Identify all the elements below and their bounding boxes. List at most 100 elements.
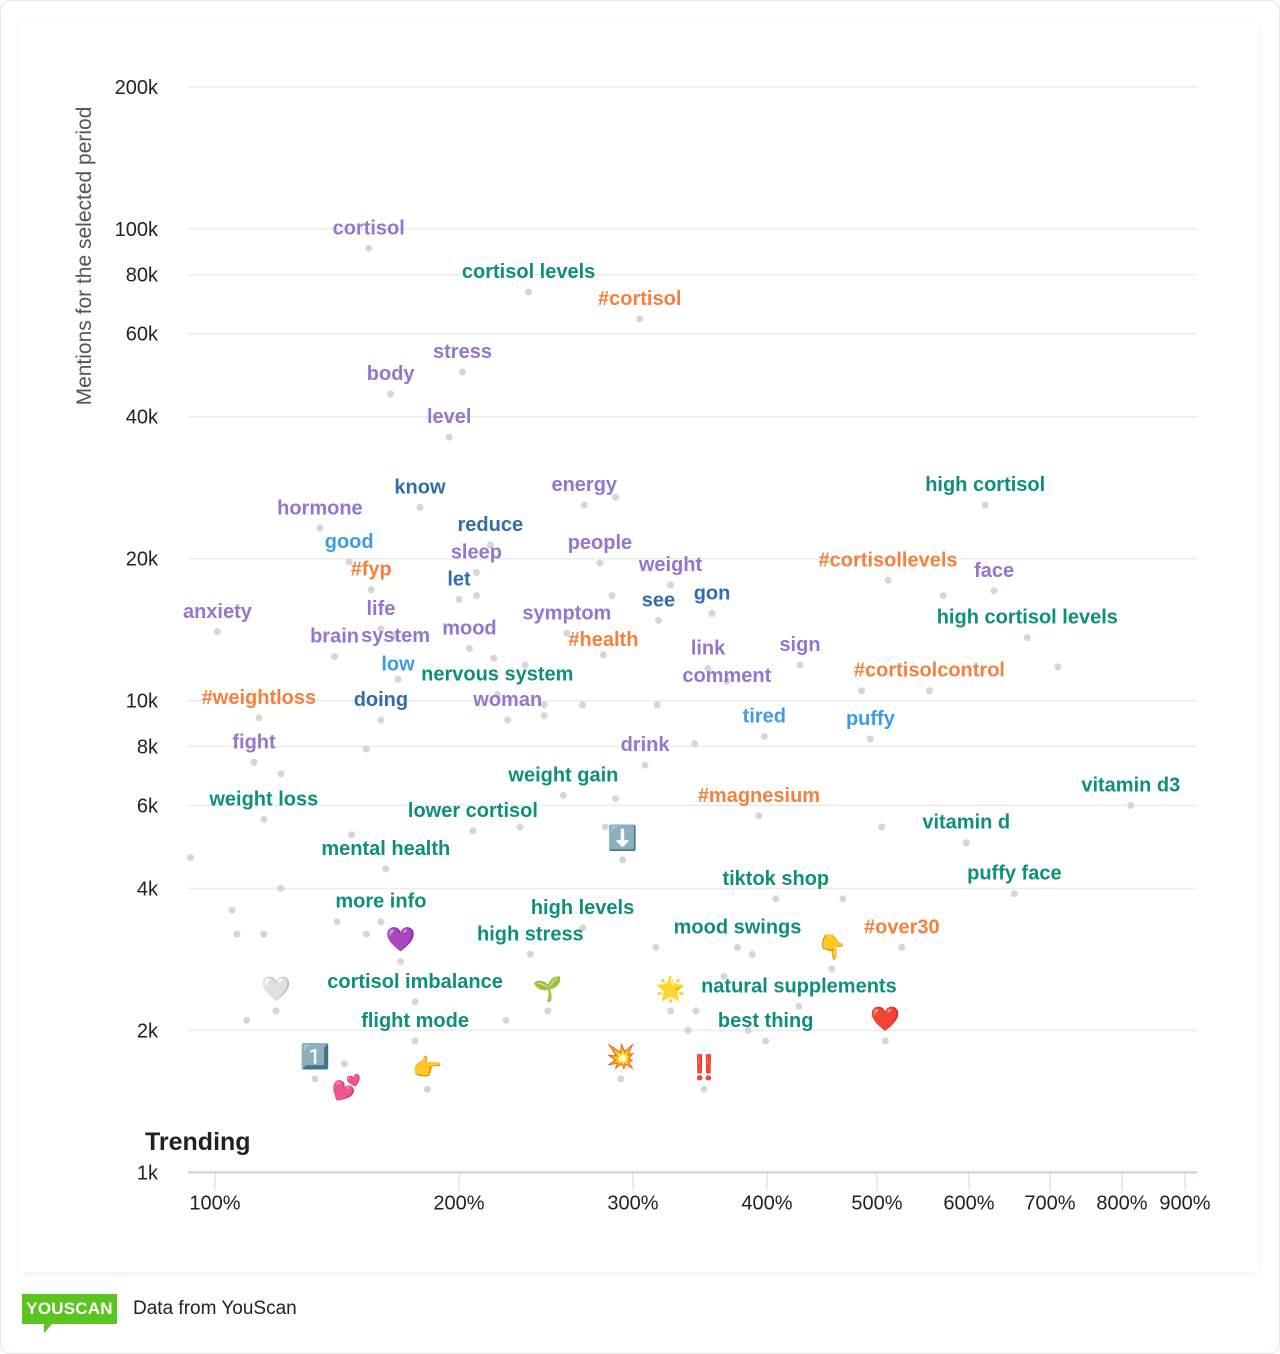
data-point <box>760 732 768 740</box>
data-point <box>653 701 661 709</box>
point-label: natural supplements <box>701 975 897 997</box>
emoji-label: 1️⃣ <box>300 1043 330 1071</box>
data-point <box>396 957 404 965</box>
data-point <box>612 493 620 501</box>
point-label: vitamin d3 <box>1081 774 1180 796</box>
point-label: #magnesium <box>698 785 820 807</box>
point-label: woman <box>472 689 542 711</box>
points <box>187 244 1135 1093</box>
y-tick-labels: 1k 2k 4k 6k 8k 10k 20k 40k 60k 80k 100k 200k <box>115 77 159 1184</box>
emoji-label: ⬇️ <box>608 824 638 852</box>
emoji-label: 🤍 <box>261 976 291 1003</box>
data-point <box>796 661 804 669</box>
data-point <box>377 716 385 724</box>
data-point <box>411 998 419 1006</box>
x-tick-label: 500% <box>851 1192 902 1214</box>
point-label: good <box>325 531 374 553</box>
y-tick-label: 40k <box>126 407 159 429</box>
data-point <box>828 965 836 973</box>
data-point <box>866 735 874 743</box>
data-point <box>272 1007 280 1015</box>
data-point <box>493 691 501 699</box>
point-label: drink <box>621 734 671 756</box>
point-label: puffy <box>846 708 896 730</box>
data-point <box>382 865 390 873</box>
data-point <box>362 745 370 753</box>
y-tick-label: 1k <box>137 1162 159 1184</box>
data-point <box>990 587 998 595</box>
data-point <box>311 1075 319 1083</box>
data-point <box>343 1085 351 1093</box>
data-point <box>465 645 473 653</box>
gridlines <box>188 86 1197 1032</box>
data-point <box>691 740 699 748</box>
data-point <box>490 654 498 662</box>
youscan-logo[interactable]: YOUSCAN <box>22 1294 117 1333</box>
point-label: tiktok shop <box>722 868 829 890</box>
data-point <box>362 930 370 938</box>
data-point <box>704 665 712 673</box>
data-point <box>755 812 763 820</box>
data-point <box>700 1085 708 1093</box>
data-point <box>525 288 533 296</box>
data-point <box>277 770 285 778</box>
data-point <box>521 661 529 669</box>
data-point <box>579 924 587 932</box>
x-tick-label: 800% <box>1096 1192 1147 1214</box>
y-tick-label: 4k <box>137 878 159 900</box>
data-point <box>636 315 644 323</box>
point-label: vitamin d <box>922 812 1010 834</box>
data-point <box>387 390 395 398</box>
point-label: see <box>642 589 675 611</box>
point-label: #cortisol <box>598 288 681 310</box>
data-point <box>540 701 548 709</box>
data-point <box>377 625 385 633</box>
data-point <box>762 1037 770 1045</box>
data-point <box>333 918 341 926</box>
data-point <box>898 943 906 951</box>
data-point <box>925 687 933 695</box>
point-label: low <box>381 653 415 675</box>
point-label: tired <box>743 705 786 727</box>
data-point <box>365 244 373 252</box>
data-point <box>243 1016 251 1024</box>
data-point <box>667 581 675 589</box>
point-label: know <box>394 476 446 498</box>
point-label: weight loss <box>208 788 318 810</box>
point-label: let <box>447 568 471 590</box>
emoji-label: 💕 <box>332 1073 362 1101</box>
emoji-label: ‼️ <box>689 1053 719 1081</box>
point-label: comment <box>682 665 771 687</box>
data-point <box>187 854 195 862</box>
data-point <box>599 651 607 659</box>
x-axis-title: Trending <box>145 1128 251 1156</box>
data-point <box>684 1026 692 1034</box>
data-source-text: Data from YouScan <box>133 1298 297 1319</box>
data-point <box>559 791 567 799</box>
data-point <box>617 1075 625 1083</box>
point-label: high levels <box>531 897 634 919</box>
data-point <box>1023 634 1031 642</box>
data-point <box>411 1037 419 1045</box>
y-tick-label: 8k <box>137 736 159 758</box>
data-point <box>858 687 866 695</box>
data-point <box>255 714 263 722</box>
data-point <box>596 559 604 567</box>
y-tick-label: 80k <box>126 265 159 287</box>
point-label: stress <box>433 341 492 363</box>
point-labels: cortisol cortisol levels#cortisol stress bo… <box>183 217 1180 1101</box>
x-tick-label: 100% <box>189 1192 240 1214</box>
data-point <box>394 675 402 683</box>
data-point <box>504 716 512 724</box>
data-point <box>544 1007 552 1015</box>
point-label: #cortisollevels <box>819 549 958 571</box>
data-point <box>469 827 477 835</box>
data-point <box>331 653 339 661</box>
data-point <box>458 368 466 376</box>
point-label: #cortisolcontrol <box>854 660 1005 682</box>
point-label: reduce <box>458 514 524 536</box>
data-point <box>472 568 480 576</box>
emoji-label: 🌟 <box>656 975 686 1003</box>
point-label: fight <box>232 731 276 753</box>
